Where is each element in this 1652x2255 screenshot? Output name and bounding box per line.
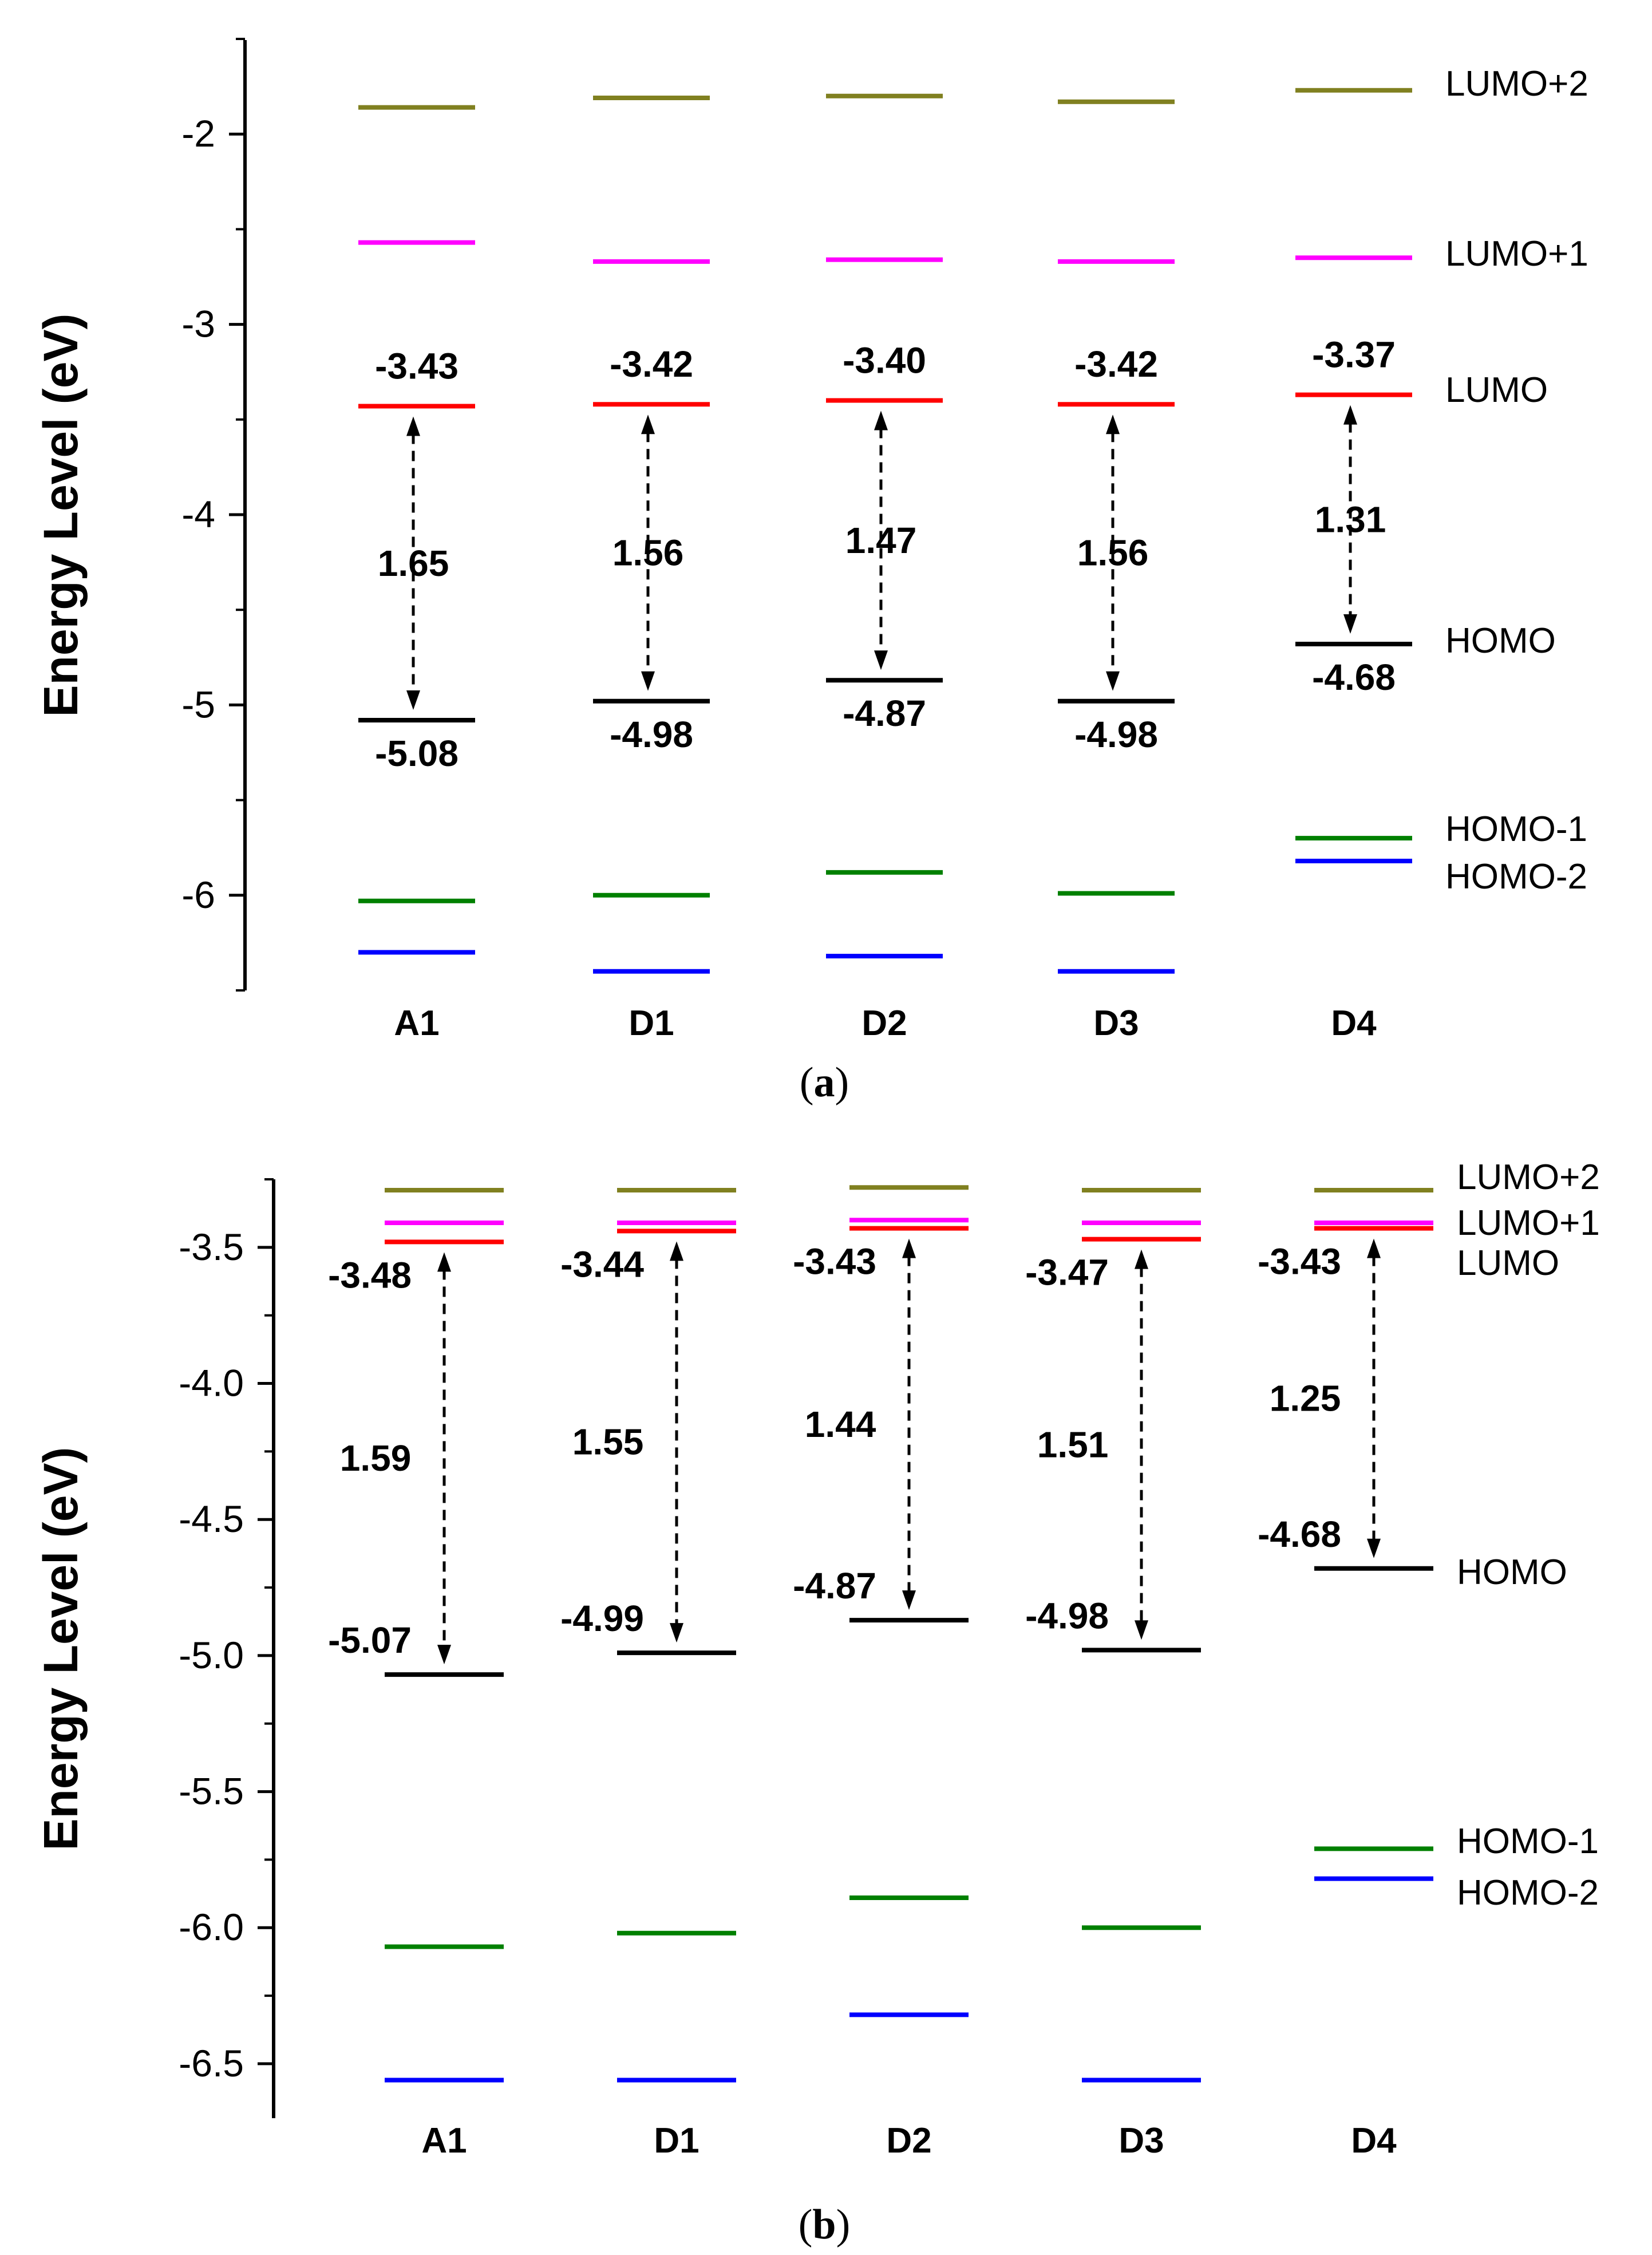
panel-b-caption: (b) <box>799 2201 850 2248</box>
panel-a-gap-value-d1: 1.56 <box>612 532 684 573</box>
panel-b-lumo-value-d2: -3.43 <box>793 1241 876 1282</box>
panel-a-gap-arrowhead-down-d4 <box>1343 614 1357 634</box>
panel-b-lumo-value-d3: -3.47 <box>1025 1252 1109 1293</box>
panel-a-category-a1: A1 <box>394 1004 439 1043</box>
panel-b-gap-arrowhead-up-d2 <box>902 1238 916 1258</box>
panel-a-lumo-value-d4: -3.37 <box>1312 334 1396 376</box>
panel-a-legend-homo-2: HOMO-2 <box>1445 857 1587 897</box>
panel-b-gap-arrowhead-up-d3 <box>1135 1249 1148 1269</box>
panel-a-caption: (a) <box>800 1059 849 1106</box>
panel-a: -6 -5 -4 -3 -2 Energy Level (eV) A1 D1 D2 D3 D4 1.6… <box>34 38 1588 1043</box>
panel-a-lumo-value-a1: -3.43 <box>375 346 459 387</box>
panel-b-tick-label: -4.5 <box>179 1498 244 1540</box>
caption-a-open: ( <box>800 1059 814 1106</box>
panel-b-category-a1: A1 <box>421 2121 467 2161</box>
panel-b-gap-value-d4: 1.25 <box>1270 1378 1341 1419</box>
panel-a-gap-arrowhead-up-a1 <box>406 416 420 436</box>
panel-b-category-d2: D2 <box>886 2121 931 2161</box>
panel-b-gap-arrowhead-up-d1 <box>670 1241 683 1261</box>
panel-b-tick-label: -5.5 <box>179 1770 244 1812</box>
panel-b-category-d3: D3 <box>1119 2121 1164 2161</box>
panel-a-category-d1: D1 <box>629 1004 674 1043</box>
panel-b-legend-homo: HOMO <box>1457 1553 1567 1592</box>
panel-a-homo-value-d2: -4.87 <box>843 693 926 734</box>
panel-b-tick-label: -6.5 <box>179 2042 244 2084</box>
panel-b-lumo-value-a1: -3.48 <box>328 1254 412 1296</box>
panel-a-lumo-value-d3: -3.42 <box>1074 343 1158 385</box>
panel-a-tick-label: -2 <box>181 112 215 155</box>
panel-b-legend-lumo-plus-2: LUMO+2 <box>1457 1158 1600 1197</box>
panel-b-gap-value-a1: 1.59 <box>340 1437 412 1479</box>
panel-b-homo-value-d3: -4.98 <box>1025 1595 1109 1636</box>
caption-b-open: ( <box>799 2201 813 2248</box>
panel-a-gap-arrowhead-down-d1 <box>641 671 655 691</box>
panel-b-tick-label: -6.0 <box>179 1906 244 1948</box>
panel-a-gap-arrowhead-up-d2 <box>874 410 888 431</box>
caption-b-close: ) <box>836 2201 851 2248</box>
panel-a-category-d3: D3 <box>1093 1004 1139 1043</box>
panel-b-gap-value-d1: 1.55 <box>572 1421 644 1463</box>
panel-b-gap-value-d3: 1.51 <box>1037 1424 1109 1465</box>
panel-a-homo-value-d1: -4.98 <box>610 714 693 755</box>
panel-a-homo-value-d4: -4.68 <box>1312 657 1396 698</box>
panel-b: -6.5 -6.0 -5.5 -5.0 -4.5 -4.0 -3.5 Energy Level… <box>34 1158 1600 2161</box>
panel-b-gap-arrowhead-up-a1 <box>437 1252 451 1272</box>
panel-b-legend-lumo-plus-1: LUMO+1 <box>1457 1203 1600 1243</box>
panel-b-gap-arrowhead-down-d3 <box>1135 1620 1148 1640</box>
panel-b-lumo-value-d1: -3.44 <box>560 1243 644 1285</box>
panel-b-gap-arrowhead-up-d4 <box>1367 1238 1381 1258</box>
caption-a-close: ) <box>835 1059 849 1106</box>
panel-b-homo-value-d4: -4.68 <box>1258 1514 1341 1555</box>
panel-a-homo-value-d3: -4.98 <box>1074 714 1158 755</box>
panel-b-y-axis-title: Energy Level (eV) <box>34 1447 88 1851</box>
panel-b-legend-lumo: LUMO <box>1457 1243 1559 1283</box>
panel-a-legend-homo: HOMO <box>1445 621 1556 661</box>
panel-a-category-d4: D4 <box>1331 1004 1377 1043</box>
panel-a-tick-label: -3 <box>181 303 215 345</box>
panel-b-gap-arrowhead-down-d4 <box>1367 1538 1381 1558</box>
panel-a-legend-lumo-plus-2: LUMO+2 <box>1445 64 1588 104</box>
panel-a-legend-lumo-plus-1: LUMO+1 <box>1445 234 1588 274</box>
panel-a-gap-arrowhead-down-a1 <box>406 690 420 710</box>
panel-a-y-axis-title: Energy Level (eV) <box>34 314 88 717</box>
caption-b-letter: b <box>812 2201 836 2248</box>
panel-a-legend-homo-1: HOMO-1 <box>1445 809 1587 849</box>
panel-b-tick-label: -4.0 <box>179 1362 244 1404</box>
panel-a-legend-lumo: LUMO <box>1445 370 1548 410</box>
panel-a-homo-value-a1: -5.08 <box>375 733 459 774</box>
panel-a-category-d2: D2 <box>861 1004 907 1043</box>
panel-a-gap-arrowhead-up-d3 <box>1106 414 1120 435</box>
panel-b-gap-arrowhead-down-d2 <box>902 1590 916 1610</box>
panel-a-gap-value-d4: 1.31 <box>1315 499 1386 540</box>
panel-a-gap-arrowhead-down-d3 <box>1106 671 1120 691</box>
panel-a-gap-arrowhead-up-d4 <box>1343 405 1357 425</box>
panel-b-homo-value-d2: -4.87 <box>793 1565 876 1606</box>
panel-b-tick-label: -3.5 <box>179 1226 244 1268</box>
panel-b-category-d1: D1 <box>654 2121 699 2161</box>
panel-b-gap-value-d2: 1.44 <box>805 1404 876 1445</box>
panel-b-category-d4: D4 <box>1351 2121 1397 2161</box>
panel-a-lumo-value-d1: -3.42 <box>610 343 693 385</box>
panel-b-legend-homo-2: HOMO-2 <box>1457 1873 1599 1913</box>
panel-b-lumo-value-d4: -3.43 <box>1258 1241 1341 1282</box>
panel-a-gap-arrowhead-down-d2 <box>874 650 888 670</box>
panel-a-tick-label: -5 <box>181 683 215 725</box>
panel-a-gap-value-a1: 1.65 <box>378 543 449 584</box>
panel-b-tick-label: -5.0 <box>179 1634 244 1676</box>
panel-b-gap-arrowhead-down-a1 <box>437 1645 451 1665</box>
panel-b-homo-value-d1: -4.99 <box>560 1598 644 1639</box>
panel-a-lumo-value-d2: -3.40 <box>843 340 926 381</box>
panel-a-gap-value-d3: 1.56 <box>1077 532 1149 573</box>
panel-b-homo-value-a1: -5.07 <box>328 1620 412 1661</box>
panel-a-tick-label: -4 <box>181 493 215 535</box>
panel-b-gap-arrowhead-down-d1 <box>670 1623 683 1643</box>
caption-a-letter: a <box>814 1059 835 1106</box>
panel-a-gap-arrowhead-up-d1 <box>641 414 655 435</box>
panel-a-gap-value-d2: 1.47 <box>845 520 917 561</box>
panel-a-tick-label: -6 <box>181 874 215 916</box>
panel-b-legend-homo-1: HOMO-1 <box>1457 1822 1599 1861</box>
